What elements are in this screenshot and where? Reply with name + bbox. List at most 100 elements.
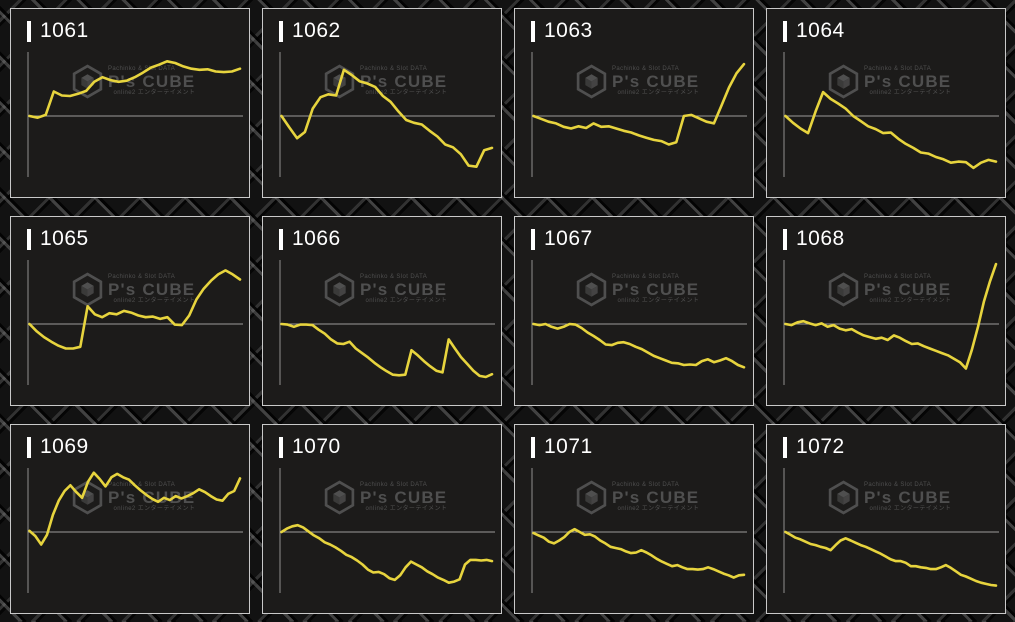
payout-line-series bbox=[280, 322, 494, 379]
machine-number: 1061 bbox=[27, 19, 89, 43]
title-bar-marker bbox=[279, 228, 283, 250]
machine-graph-panel[interactable]: Pachinko & Slot DATA P's CUBE online2 エン… bbox=[514, 424, 754, 614]
watermark-brand: P's CUBE bbox=[108, 279, 196, 299]
watermark-brand: P's CUBE bbox=[864, 487, 952, 507]
cube-logo-icon bbox=[576, 64, 607, 99]
watermark-text: Pachinko & Slot DATA P's CUBE online2 エン… bbox=[612, 482, 699, 513]
machine-number: 1064 bbox=[783, 19, 845, 43]
title-bar-marker bbox=[27, 228, 31, 250]
machine-number-label: 1066 bbox=[292, 227, 341, 250]
ps-cube-watermark: Pachinko & Slot DATA P's CUBE online2 エン… bbox=[827, 272, 951, 307]
machine-graph-panel[interactable]: Pachinko & Slot DATA P's CUBE online2 エン… bbox=[262, 424, 502, 614]
machine-number: 1072 bbox=[783, 435, 845, 459]
machine-number-label: 1071 bbox=[544, 435, 593, 458]
payout-line-series bbox=[532, 527, 746, 579]
machine-graph-panel[interactable]: Pachinko & Slot DATA P's CUBE online2 エン… bbox=[766, 216, 1006, 406]
cube-logo-icon bbox=[576, 480, 607, 515]
watermark-bottom-line: online2 エンターテイメント bbox=[869, 298, 952, 305]
watermark-text: Pachinko & Slot DATA P's CUBE online2 エン… bbox=[360, 274, 447, 305]
machine-number-label: 1063 bbox=[544, 19, 593, 42]
watermark-top-line: Pachinko & Slot DATA bbox=[360, 481, 428, 488]
machine-graph-panel[interactable]: Pachinko & Slot DATA P's CUBE online2 エン… bbox=[10, 8, 250, 198]
title-bar-marker bbox=[279, 436, 283, 458]
watermark-bottom-line: online2 エンターテイメント bbox=[617, 298, 700, 305]
watermark-brand: P's CUBE bbox=[612, 487, 700, 507]
slump-graph bbox=[531, 468, 747, 593]
title-bar-marker bbox=[783, 436, 787, 458]
watermark-top-line: Pachinko & Slot DATA bbox=[360, 273, 428, 280]
watermark-brand: P's CUBE bbox=[612, 71, 700, 91]
payout-line-series bbox=[532, 62, 746, 146]
slump-graph bbox=[279, 260, 495, 385]
watermark-top-line: Pachinko & Slot DATA bbox=[360, 65, 428, 72]
watermark-text: Pachinko & Slot DATA P's CUBE online2 エン… bbox=[108, 66, 195, 97]
watermark-bottom-line: online2 エンターテイメント bbox=[365, 90, 448, 97]
payout-line-series bbox=[532, 322, 746, 369]
watermark-top-line: Pachinko & Slot DATA bbox=[108, 481, 176, 488]
watermark-text: Pachinko & Slot DATA P's CUBE online2 エン… bbox=[864, 274, 951, 305]
machine-graph-panel[interactable]: Pachinko & Slot DATA P's CUBE online2 エン… bbox=[766, 8, 1006, 198]
cube-logo-icon bbox=[72, 64, 103, 99]
title-bar-marker bbox=[531, 20, 535, 42]
machine-graph-panel[interactable]: Pachinko & Slot DATA P's CUBE online2 エン… bbox=[514, 216, 754, 406]
machine-number: 1065 bbox=[27, 227, 89, 251]
slump-graph bbox=[27, 52, 243, 177]
title-bar-marker bbox=[783, 20, 787, 42]
payout-line-series bbox=[784, 262, 998, 370]
slump-graph bbox=[279, 52, 495, 177]
watermark-brand: P's CUBE bbox=[360, 279, 448, 299]
watermark-text: Pachinko & Slot DATA P's CUBE online2 エン… bbox=[360, 482, 447, 513]
watermark-brand: P's CUBE bbox=[360, 71, 448, 91]
machine-number-label: 1067 bbox=[544, 227, 593, 250]
machine-number: 1063 bbox=[531, 19, 593, 43]
ps-cube-watermark: Pachinko & Slot DATA P's CUBE online2 エン… bbox=[575, 480, 699, 515]
machine-number: 1071 bbox=[531, 435, 593, 459]
slump-graph bbox=[783, 52, 999, 177]
ps-cube-watermark: Pachinko & Slot DATA P's CUBE online2 エン… bbox=[323, 480, 447, 515]
ps-cube-watermark: Pachinko & Slot DATA P's CUBE online2 エン… bbox=[575, 272, 699, 307]
title-bar-marker bbox=[783, 228, 787, 250]
cube-logo-icon bbox=[324, 272, 355, 307]
title-bar-marker bbox=[279, 20, 283, 42]
slump-graph bbox=[27, 468, 243, 593]
payout-line-series bbox=[280, 523, 494, 584]
watermark-top-line: Pachinko & Slot DATA bbox=[864, 65, 932, 72]
machine-graph-panel[interactable]: Pachinko & Slot DATA P's CUBE online2 エン… bbox=[262, 216, 502, 406]
cube-logo-icon bbox=[576, 272, 607, 307]
machine-graph-panel[interactable]: Pachinko & Slot DATA P's CUBE online2 エン… bbox=[10, 424, 250, 614]
watermark-brand: P's CUBE bbox=[108, 71, 196, 91]
machine-graph-panel[interactable]: Pachinko & Slot DATA P's CUBE online2 エン… bbox=[514, 8, 754, 198]
machine-graph-panel[interactable]: Pachinko & Slot DATA P's CUBE online2 エン… bbox=[766, 424, 1006, 614]
ps-cube-watermark: Pachinko & Slot DATA P's CUBE online2 エン… bbox=[575, 64, 699, 99]
machine-graph-panel[interactable]: Pachinko & Slot DATA P's CUBE online2 エン… bbox=[262, 8, 502, 198]
watermark-text: Pachinko & Slot DATA P's CUBE online2 エン… bbox=[864, 66, 951, 97]
payout-line-series bbox=[28, 59, 242, 119]
watermark-brand: P's CUBE bbox=[864, 71, 952, 91]
ps-cube-watermark: Pachinko & Slot DATA P's CUBE online2 エン… bbox=[71, 272, 195, 307]
watermark-brand: P's CUBE bbox=[360, 487, 448, 507]
title-bar-marker bbox=[27, 436, 31, 458]
payout-line-series bbox=[784, 530, 998, 587]
watermark-top-line: Pachinko & Slot DATA bbox=[108, 65, 176, 72]
machine-graph-panel[interactable]: Pachinko & Slot DATA P's CUBE online2 エン… bbox=[10, 216, 250, 406]
cube-logo-icon bbox=[324, 480, 355, 515]
ps-cube-watermark: Pachinko & Slot DATA P's CUBE online2 エン… bbox=[827, 480, 951, 515]
ps-cube-watermark: Pachinko & Slot DATA P's CUBE online2 エン… bbox=[827, 64, 951, 99]
watermark-bottom-line: online2 エンターテイメント bbox=[869, 90, 952, 97]
watermark-top-line: Pachinko & Slot DATA bbox=[108, 273, 176, 280]
watermark-bottom-line: online2 エンターテイメント bbox=[365, 298, 448, 305]
watermark-bottom-line: online2 エンターテイメント bbox=[113, 506, 196, 513]
watermark-bottom-line: online2 エンターテイメント bbox=[113, 90, 196, 97]
payout-line-series bbox=[784, 90, 998, 170]
machine-number: 1062 bbox=[279, 19, 341, 43]
ps-cube-watermark: Pachinko & Slot DATA P's CUBE online2 エン… bbox=[71, 64, 195, 99]
machine-number: 1069 bbox=[27, 435, 89, 459]
watermark-text: Pachinko & Slot DATA P's CUBE online2 エン… bbox=[360, 66, 447, 97]
machine-number: 1070 bbox=[279, 435, 341, 459]
machine-number-label: 1070 bbox=[292, 435, 341, 458]
slump-graph bbox=[783, 260, 999, 385]
watermark-brand: P's CUBE bbox=[864, 279, 952, 299]
slump-graph bbox=[27, 260, 243, 385]
slump-graph bbox=[783, 468, 999, 593]
